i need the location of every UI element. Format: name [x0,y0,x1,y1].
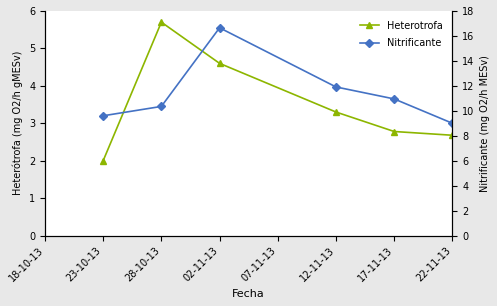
Heterotrofa [159,20,165,24]
Line: Nitrificante: Nitrificante [100,25,497,126]
X-axis label: Fecha: Fecha [232,289,265,299]
Nitrificante [449,121,455,125]
Y-axis label: Nitrificante (mg O2/h MESv): Nitrificante (mg O2/h MESv) [480,55,490,192]
Line: Heterotrofa: Heterotrofa [100,19,497,164]
Heterotrofa [391,130,397,133]
Nitrificante [333,85,339,89]
Nitrificante [391,97,397,101]
Heterotrofa [217,62,223,65]
Y-axis label: Heterótrofa (mg O2/h gMESv): Heterótrofa (mg O2/h gMESv) [13,51,23,196]
Nitrificante [100,114,106,118]
Heterotrofa [449,133,455,137]
Nitrificante [217,26,223,30]
Heterotrofa [100,159,106,162]
Legend: Heterotrofa, Nitrificante: Heterotrofa, Nitrificante [355,16,447,53]
Nitrificante [159,105,165,108]
Heterotrofa [333,110,339,114]
